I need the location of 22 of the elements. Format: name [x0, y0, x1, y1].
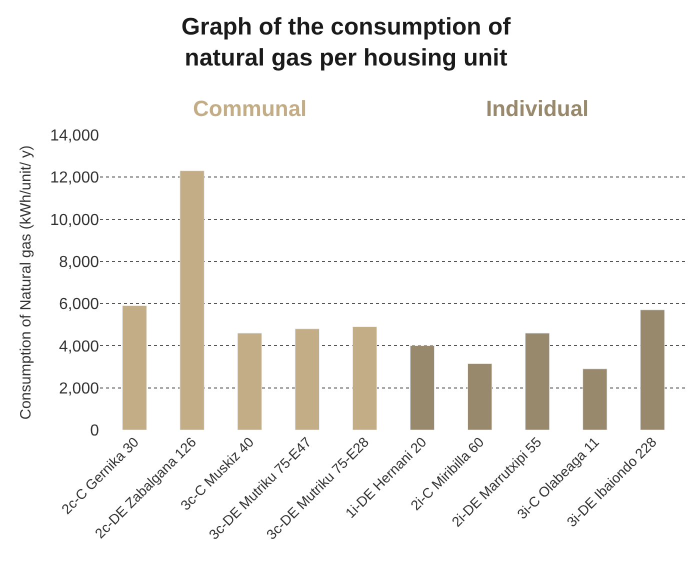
y-axis-title: Consumption of Natural gas (kWh/unit/ y) [17, 145, 34, 420]
bar [640, 310, 665, 430]
y-tick-label: 2,000 [58, 380, 100, 398]
bar [467, 363, 492, 430]
bar [237, 332, 262, 430]
chart-title: Graph of the consumption of natural gas per housing unit [181, 14, 512, 72]
text: Individual [486, 96, 589, 121]
bar [410, 345, 435, 430]
bar [294, 328, 320, 430]
bar [352, 326, 378, 430]
bar [582, 368, 608, 430]
y-tick-label: 0 [90, 422, 100, 440]
y-tick-label: 8,000 [58, 254, 100, 272]
y-tick-label: 10,000 [50, 212, 100, 229]
bar [525, 332, 550, 430]
y-tick-label: 12,000 [50, 170, 100, 187]
y-tick-label: 6,000 [58, 296, 100, 314]
bar [122, 305, 147, 430]
bar [180, 170, 204, 430]
text: Communal [193, 96, 307, 121]
y-tick-label: 4,000 [58, 338, 100, 356]
y-tick-label: 14,000 [50, 128, 100, 145]
